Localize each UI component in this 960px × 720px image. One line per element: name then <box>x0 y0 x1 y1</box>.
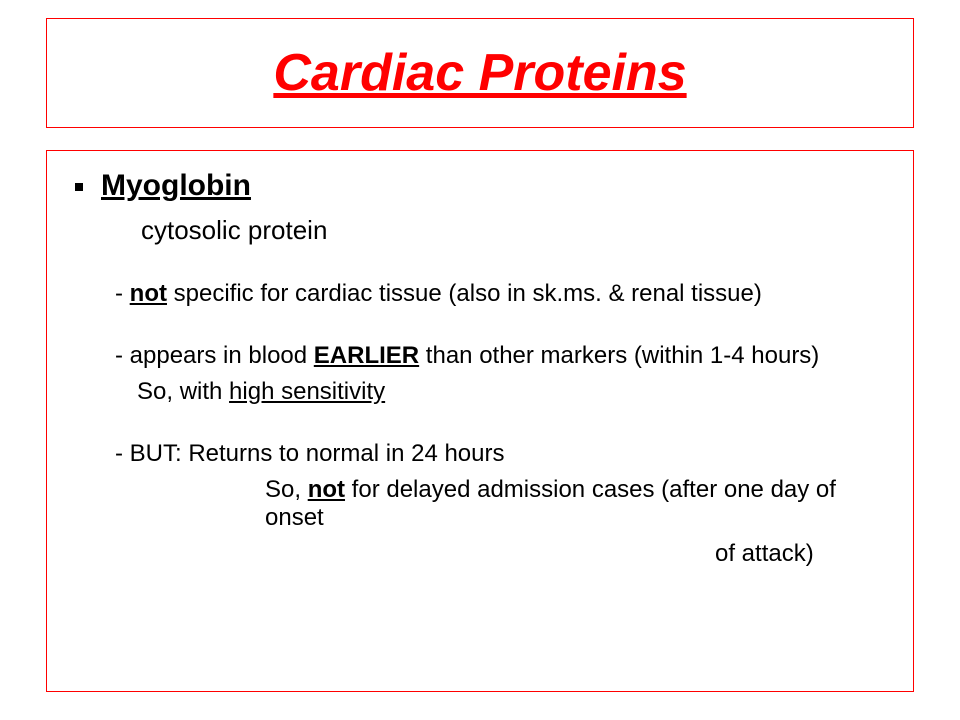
body-line: So, not for delayed admission cases (aft… <box>265 476 885 532</box>
subheading-text: cytosolic protein <box>141 215 885 246</box>
heading-text: Myoglobin <box>101 169 251 203</box>
body-container: Myoglobin cytosolic protein - not specif… <box>46 150 914 692</box>
text-segment: not <box>130 280 167 307</box>
body-line: - BUT: Returns to normal in 24 hours <box>115 440 885 468</box>
text-segment: not <box>308 476 345 503</box>
text-segment: EARLIER <box>314 342 419 369</box>
text-segment: than other markers (within 1-4 hours) <box>419 342 819 369</box>
body-line: So, with high sensitivity <box>137 378 885 406</box>
text-segment: specific for cardiac tissue (also in sk.… <box>167 280 762 307</box>
text-segment: - appears in blood <box>115 342 314 369</box>
text-segment: So, with <box>137 378 229 405</box>
body-line: - appears in blood EARLIER than other ma… <box>115 342 885 370</box>
text-segment: So, <box>265 476 308 503</box>
text-segment: - BUT: Returns to normal in 24 hours <box>115 440 505 467</box>
text-segment: for delayed admission cases (after one d… <box>265 476 836 531</box>
text-segment: of attack) <box>715 540 814 567</box>
body-lines: - not specific for cardiac tissue (also … <box>75 280 885 568</box>
text-segment: - <box>115 280 130 307</box>
text-segment: high sensitivity <box>229 378 385 405</box>
body-line: - not specific for cardiac tissue (also … <box>115 280 885 308</box>
slide-title: Cardiac Proteins <box>273 43 686 103</box>
body-line: of attack) <box>715 540 885 568</box>
title-container: Cardiac Proteins <box>46 18 914 128</box>
bullet-icon <box>75 183 83 191</box>
heading-row: Myoglobin <box>75 169 885 203</box>
